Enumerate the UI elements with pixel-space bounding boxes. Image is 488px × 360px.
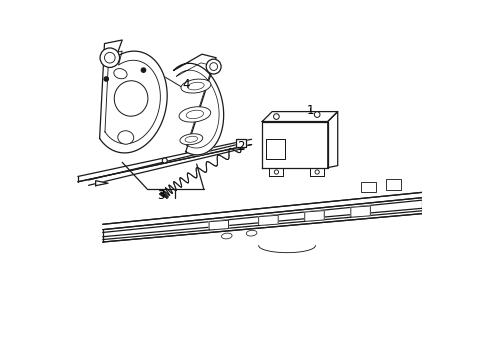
Ellipse shape <box>221 233 232 239</box>
Ellipse shape <box>100 48 119 67</box>
Ellipse shape <box>114 81 147 116</box>
Polygon shape <box>304 211 324 221</box>
Ellipse shape <box>187 82 204 90</box>
Polygon shape <box>209 220 228 230</box>
Ellipse shape <box>181 79 210 93</box>
Ellipse shape <box>246 230 256 236</box>
Circle shape <box>104 77 108 81</box>
FancyBboxPatch shape <box>385 179 400 190</box>
Polygon shape <box>327 112 337 168</box>
Text: 4: 4 <box>182 78 189 91</box>
Circle shape <box>314 170 319 174</box>
Circle shape <box>314 112 319 117</box>
Polygon shape <box>96 181 108 186</box>
FancyBboxPatch shape <box>360 182 376 192</box>
Polygon shape <box>309 168 324 176</box>
Ellipse shape <box>180 134 203 145</box>
Ellipse shape <box>184 136 197 142</box>
Circle shape <box>274 170 278 174</box>
Ellipse shape <box>206 59 221 74</box>
Polygon shape <box>350 206 369 217</box>
Polygon shape <box>269 168 283 176</box>
Ellipse shape <box>179 107 210 122</box>
Circle shape <box>273 114 279 120</box>
Ellipse shape <box>118 131 133 144</box>
Polygon shape <box>100 40 167 153</box>
Polygon shape <box>173 54 223 155</box>
Text: 1: 1 <box>305 104 313 117</box>
Text: 3: 3 <box>157 189 164 202</box>
Bar <box>262 122 327 168</box>
Polygon shape <box>262 112 337 122</box>
Ellipse shape <box>104 53 115 63</box>
Polygon shape <box>258 215 278 225</box>
Polygon shape <box>265 139 285 159</box>
Ellipse shape <box>114 68 127 79</box>
Ellipse shape <box>186 110 203 119</box>
Ellipse shape <box>209 63 217 71</box>
Text: 2: 2 <box>237 140 244 153</box>
Circle shape <box>141 68 145 72</box>
Polygon shape <box>235 139 246 147</box>
Circle shape <box>162 158 167 163</box>
